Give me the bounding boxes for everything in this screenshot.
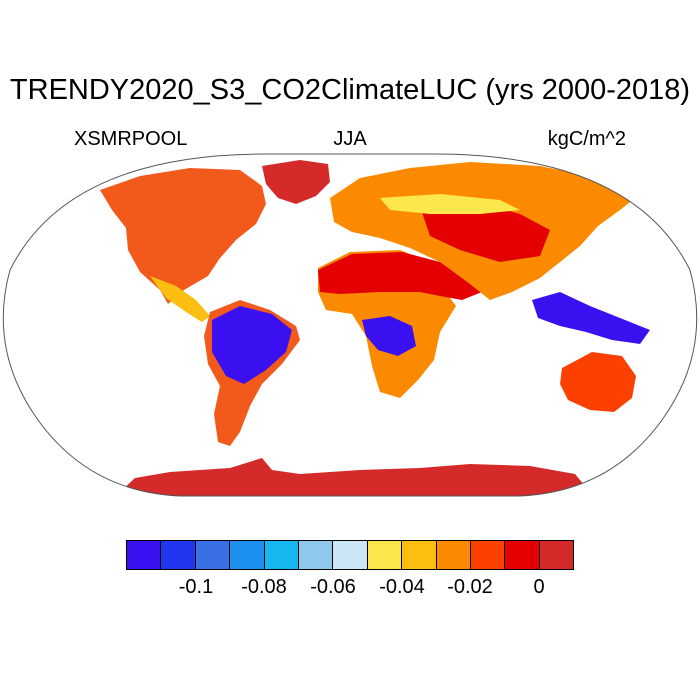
map-title: TRENDY2020_S3_CO2ClimateLUC (yrs 2000-20… — [9, 74, 691, 106]
maritime-se-asia-region — [532, 292, 650, 344]
sahara-arabia-region — [318, 252, 482, 300]
colorbar-tick-label: -0.04 — [379, 576, 425, 598]
color-bar-swatch — [230, 541, 265, 569]
northern-europe-band — [380, 194, 520, 214]
color-bar-swatch — [470, 541, 506, 569]
color-bar-swatch — [402, 541, 437, 569]
color-bar — [126, 540, 574, 570]
units-label: kgC/m^2 — [547, 128, 626, 150]
color-bar-swatch — [127, 541, 162, 569]
color-bar-swatch — [505, 541, 540, 569]
color-bar-swatch — [161, 541, 196, 569]
color-bar-swatch — [367, 541, 403, 569]
colorbar-tick-label: -0.1 — [178, 576, 214, 598]
color-bar-swatch — [333, 541, 368, 569]
colorbar-tick-label: -0.02 — [447, 576, 493, 598]
amazon-region — [212, 306, 292, 384]
australia-region — [560, 352, 636, 412]
colorbar-tick-label: -0.06 — [310, 576, 356, 598]
colorbar-tick-label: -0.08 — [241, 576, 287, 598]
color-bar-swatch — [539, 541, 574, 569]
colorbar-tick-label: 0 — [533, 576, 545, 598]
central-america-region — [150, 276, 210, 322]
variable-label: XSMRPOOL — [74, 128, 188, 150]
north-america-region — [100, 168, 266, 304]
color-bar-swatch — [264, 541, 299, 569]
color-bar-swatch — [436, 541, 471, 569]
central-asia-region — [420, 200, 550, 262]
color-bar-swatch — [298, 541, 334, 569]
globe-outline — [2, 153, 698, 497]
antarctica-region — [120, 458, 590, 496]
season-label: JJA — [333, 128, 367, 150]
color-bar-swatch — [195, 541, 231, 569]
greenland-region — [262, 160, 330, 204]
central-africa-region — [362, 316, 416, 356]
